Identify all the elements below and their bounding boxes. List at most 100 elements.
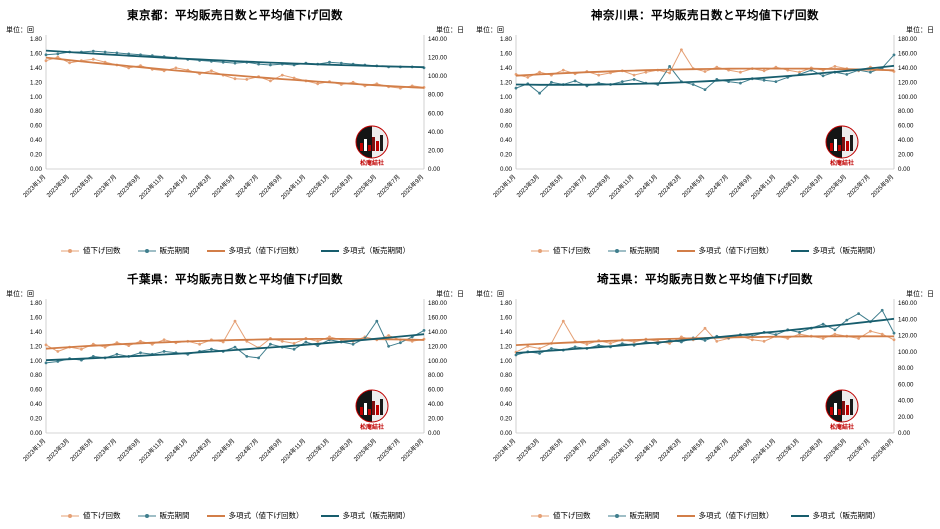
svg-text:20.00: 20.00 [428, 416, 444, 423]
legend-item-0[interactable]: 値下げ回数 [530, 245, 591, 256]
svg-text:60.00: 60.00 [428, 110, 444, 117]
svg-text:120.00: 120.00 [898, 79, 917, 86]
svg-text:0.00: 0.00 [500, 166, 513, 173]
svg-text:2024年11月: 2024年11月 [279, 173, 307, 201]
svg-text:2024年3月: 2024年3月 [187, 173, 213, 199]
svg-text:0.60: 0.60 [30, 387, 43, 394]
svg-text:0.80: 0.80 [30, 108, 43, 115]
svg-text:2023年3月: 2023年3月 [45, 437, 71, 463]
svg-text:1.00: 1.00 [500, 358, 513, 365]
legend-label: 多項式（値下げ回数） [228, 511, 304, 520]
axis-lines [515, 299, 895, 434]
svg-text:0.00: 0.00 [428, 166, 441, 173]
svg-text:0.00: 0.00 [500, 430, 513, 437]
days-trend-icon [320, 514, 339, 517]
svg-text:0.00: 0.00 [30, 166, 43, 173]
trend-markdown-count [515, 67, 895, 77]
legend-label: 値下げ回数 [553, 246, 591, 255]
svg-text:1.20: 1.20 [500, 79, 513, 86]
svg-text:0.80: 0.80 [500, 372, 513, 379]
y-axis-left-ticks: 0.00 0.20 0.40 0.60 0.80 1.00 1.20 1.40 1.60 1.80 [30, 300, 43, 437]
x-axis-ticks: 2023年1月2023年3月2023年5月2023年7月2023年9月2023年… [21, 173, 425, 201]
svg-text:2023年5月: 2023年5月 [538, 173, 564, 199]
series-markdown-count [514, 48, 896, 79]
trend-markdown-count [45, 338, 425, 350]
svg-text:1.60: 1.60 [500, 314, 513, 321]
legend-item-1[interactable]: 販売期間 [137, 510, 190, 521]
svg-text:0.80: 0.80 [500, 108, 513, 115]
legend-item-2[interactable]: 多項式（値下げ回数） [206, 245, 304, 256]
legend-item-0[interactable]: 値下げ回数 [530, 510, 591, 521]
legend-item-3[interactable]: 多項式（販売期間） [320, 510, 410, 521]
left-axis-unit: 単位：回 [6, 289, 34, 298]
legend-item-1[interactable]: 販売期間 [607, 245, 660, 256]
legend-label: 多項式（販売期間） [812, 246, 881, 255]
legend-item-1[interactable]: 販売期間 [607, 510, 660, 521]
watermark-logo: 松庵結社 [355, 389, 389, 431]
axis-lines [45, 35, 425, 170]
legend-item-2[interactable]: 多項式（値下げ回数） [676, 245, 774, 256]
svg-text:2025年1月: 2025年1月 [775, 437, 801, 463]
axis-units: 単位：回 単位：日 [6, 25, 464, 34]
legend-item-0[interactable]: 値下げ回数 [60, 245, 121, 256]
x-axis-ticks: 2023年1月2023年3月2023年5月2023年7月2023年9月2023年… [21, 437, 425, 465]
svg-text:140.00: 140.00 [428, 329, 447, 336]
legend-item-1[interactable]: 販売期間 [137, 245, 190, 256]
right-axis-unit: 単位：日 [436, 289, 464, 298]
legend-item-3[interactable]: 多項式（販売期間） [320, 245, 410, 256]
svg-text:2024年5月: 2024年5月 [680, 437, 706, 463]
svg-text:160.00: 160.00 [898, 300, 917, 307]
svg-text:0.40: 0.40 [500, 137, 513, 144]
axis-units: 単位：回 単位：日 [476, 289, 934, 298]
markdown-trend-icon [676, 249, 695, 252]
svg-text:60.00: 60.00 [898, 381, 914, 388]
svg-text:2024年11月: 2024年11月 [749, 437, 777, 465]
svg-text:2023年11月: 2023年11月 [607, 437, 635, 465]
chart-title-tokyo: 東京都：平均販売日数と平均値下げ回数 [127, 10, 343, 22]
svg-text:2024年3月: 2024年3月 [187, 437, 213, 463]
legend-item-3[interactable]: 多項式（販売期間） [790, 245, 881, 256]
svg-text:1.40: 1.40 [30, 329, 43, 336]
svg-text:2025年5月: 2025年5月 [822, 437, 848, 463]
svg-text:2025年9月: 2025年9月 [869, 173, 895, 199]
svg-text:0.60: 0.60 [500, 387, 513, 394]
watermark-text: 松庵結社 [360, 423, 384, 431]
svg-text:2024年1月: 2024年1月 [163, 173, 189, 199]
chart-legend-saitama: 値下げ回数 販売期間 多項式（値下げ回数） 多項式（販売期間） [530, 510, 880, 521]
svg-text:2025年9月: 2025年9月 [869, 437, 895, 463]
svg-text:80.00: 80.00 [428, 92, 444, 99]
svg-text:1.00: 1.00 [500, 94, 513, 101]
svg-text:2024年1月: 2024年1月 [633, 173, 659, 199]
right-axis-unit: 単位：日 [436, 25, 464, 34]
svg-text:2024年7月: 2024年7月 [704, 437, 730, 463]
days-trend-icon [320, 249, 339, 252]
svg-text:2025年1月: 2025年1月 [305, 437, 331, 463]
svg-text:0.00: 0.00 [428, 430, 441, 437]
markdown-series-icon [531, 248, 549, 253]
svg-text:1.60: 1.60 [30, 50, 43, 57]
trend-markdown-count [45, 56, 425, 89]
svg-text:1.80: 1.80 [30, 36, 43, 43]
legend-item-2[interactable]: 多項式（値下げ回数） [206, 510, 304, 521]
chart-legend-tokyo: 値下げ回数 販売期間 多項式（値下げ回数） 多項式（販売期間） [60, 245, 410, 256]
legend-item-0[interactable]: 値下げ回数 [60, 510, 121, 521]
svg-text:2025年5月: 2025年5月 [352, 173, 378, 199]
svg-text:120.00: 120.00 [898, 333, 917, 340]
svg-text:1.00: 1.00 [30, 94, 43, 101]
markdown-trend-icon [206, 514, 225, 517]
svg-text:160.00: 160.00 [898, 50, 917, 57]
days-series-icon [137, 248, 156, 253]
svg-text:2025年3月: 2025年3月 [328, 437, 354, 463]
legend-item-2[interactable]: 多項式（値下げ回数） [676, 510, 774, 521]
legend-item-3[interactable]: 多項式（販売期間） [790, 510, 880, 521]
svg-text:2025年7月: 2025年7月 [846, 437, 872, 463]
y-axis-left-ticks: 0.00 0.20 0.40 0.60 0.80 1.00 1.20 1.40 1.60 1.80 [500, 300, 513, 437]
svg-text:140.00: 140.00 [898, 65, 917, 72]
svg-text:2025年3月: 2025年3月 [328, 173, 354, 199]
svg-text:2024年11月: 2024年11月 [749, 173, 777, 201]
svg-text:2025年9月: 2025年9月 [399, 173, 425, 199]
svg-text:1.40: 1.40 [500, 329, 513, 336]
svg-text:2023年3月: 2023年3月 [515, 437, 541, 463]
svg-text:1.80: 1.80 [500, 36, 513, 43]
legend-label: 値下げ回数 [83, 246, 121, 255]
